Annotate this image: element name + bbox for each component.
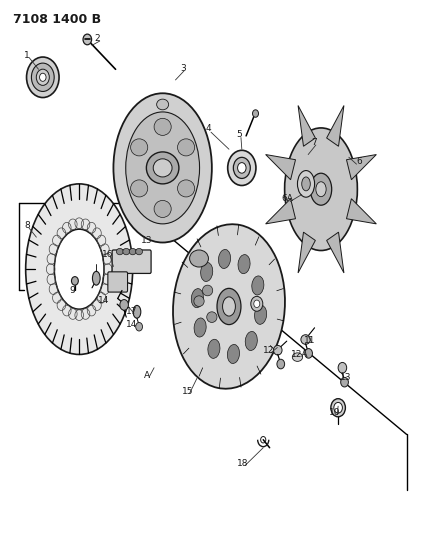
Text: 10: 10 — [330, 408, 341, 417]
Ellipse shape — [310, 173, 332, 205]
Text: 12: 12 — [263, 346, 274, 355]
Ellipse shape — [228, 150, 256, 185]
Ellipse shape — [341, 377, 348, 387]
Ellipse shape — [223, 297, 235, 316]
Ellipse shape — [277, 359, 285, 369]
Ellipse shape — [305, 349, 312, 358]
Ellipse shape — [123, 248, 130, 255]
Text: A: A — [144, 372, 150, 380]
Ellipse shape — [126, 112, 199, 224]
Ellipse shape — [194, 296, 204, 306]
Ellipse shape — [254, 300, 260, 308]
Ellipse shape — [113, 93, 212, 243]
Ellipse shape — [338, 362, 347, 373]
Text: 13: 13 — [141, 237, 152, 245]
Ellipse shape — [233, 157, 250, 179]
Ellipse shape — [202, 285, 213, 296]
Text: 4: 4 — [206, 125, 212, 133]
Ellipse shape — [26, 184, 133, 354]
Ellipse shape — [83, 34, 92, 45]
Ellipse shape — [253, 110, 259, 117]
Text: 5: 5 — [236, 130, 242, 139]
Ellipse shape — [255, 305, 267, 325]
Ellipse shape — [194, 318, 206, 337]
FancyBboxPatch shape — [108, 272, 128, 292]
Ellipse shape — [173, 224, 285, 389]
Ellipse shape — [331, 399, 345, 417]
Text: 17: 17 — [126, 308, 137, 316]
Ellipse shape — [154, 200, 171, 217]
Ellipse shape — [201, 262, 213, 281]
Ellipse shape — [153, 159, 172, 177]
Ellipse shape — [157, 99, 169, 110]
Polygon shape — [298, 232, 315, 273]
Ellipse shape — [27, 57, 59, 98]
Polygon shape — [266, 155, 295, 180]
Polygon shape — [347, 155, 376, 180]
Ellipse shape — [207, 312, 217, 322]
Ellipse shape — [252, 276, 264, 295]
Text: 7108 1400 B: 7108 1400 B — [13, 13, 101, 26]
Ellipse shape — [217, 288, 241, 325]
Ellipse shape — [136, 248, 143, 255]
Text: 7: 7 — [312, 138, 318, 147]
Ellipse shape — [297, 171, 315, 197]
Text: 13: 13 — [340, 374, 351, 382]
Text: 15: 15 — [182, 387, 193, 396]
Ellipse shape — [39, 73, 46, 82]
Ellipse shape — [218, 249, 231, 269]
Ellipse shape — [292, 353, 303, 361]
Text: 6: 6 — [357, 157, 363, 166]
Ellipse shape — [54, 229, 104, 309]
Text: 6A: 6A — [282, 194, 294, 203]
Ellipse shape — [190, 250, 208, 267]
Text: 14: 14 — [126, 320, 137, 328]
Polygon shape — [327, 232, 344, 273]
Ellipse shape — [154, 118, 171, 135]
Ellipse shape — [251, 296, 263, 311]
Ellipse shape — [129, 248, 136, 255]
Ellipse shape — [178, 180, 195, 197]
Ellipse shape — [131, 180, 148, 197]
Ellipse shape — [120, 300, 128, 310]
Ellipse shape — [36, 69, 49, 85]
Ellipse shape — [238, 255, 250, 273]
Ellipse shape — [273, 345, 282, 355]
Ellipse shape — [191, 288, 203, 308]
Ellipse shape — [316, 182, 326, 197]
Ellipse shape — [136, 322, 143, 331]
Ellipse shape — [178, 139, 195, 156]
Polygon shape — [266, 199, 295, 224]
FancyBboxPatch shape — [112, 250, 151, 273]
Text: 18: 18 — [238, 459, 249, 468]
Ellipse shape — [301, 335, 310, 344]
Ellipse shape — [302, 177, 310, 191]
Ellipse shape — [334, 402, 342, 413]
Ellipse shape — [245, 332, 257, 351]
Text: 16: 16 — [102, 251, 113, 259]
Ellipse shape — [208, 340, 220, 358]
Ellipse shape — [146, 152, 179, 184]
Ellipse shape — [238, 163, 246, 173]
Polygon shape — [298, 106, 315, 146]
Text: 14: 14 — [98, 296, 109, 304]
Ellipse shape — [92, 271, 100, 285]
Ellipse shape — [133, 305, 141, 318]
Text: 11: 11 — [304, 336, 315, 345]
Ellipse shape — [131, 139, 148, 156]
Polygon shape — [347, 199, 376, 224]
Ellipse shape — [71, 277, 78, 285]
Ellipse shape — [285, 128, 357, 251]
Text: 3: 3 — [180, 64, 186, 72]
Text: 1: 1 — [24, 52, 30, 60]
Text: 2: 2 — [95, 35, 101, 43]
Ellipse shape — [227, 344, 240, 364]
Text: 8: 8 — [24, 221, 30, 230]
Ellipse shape — [31, 63, 54, 92]
Text: 12A: 12A — [291, 350, 308, 359]
Text: 9: 9 — [69, 286, 75, 295]
Ellipse shape — [116, 248, 123, 255]
Polygon shape — [327, 106, 344, 146]
